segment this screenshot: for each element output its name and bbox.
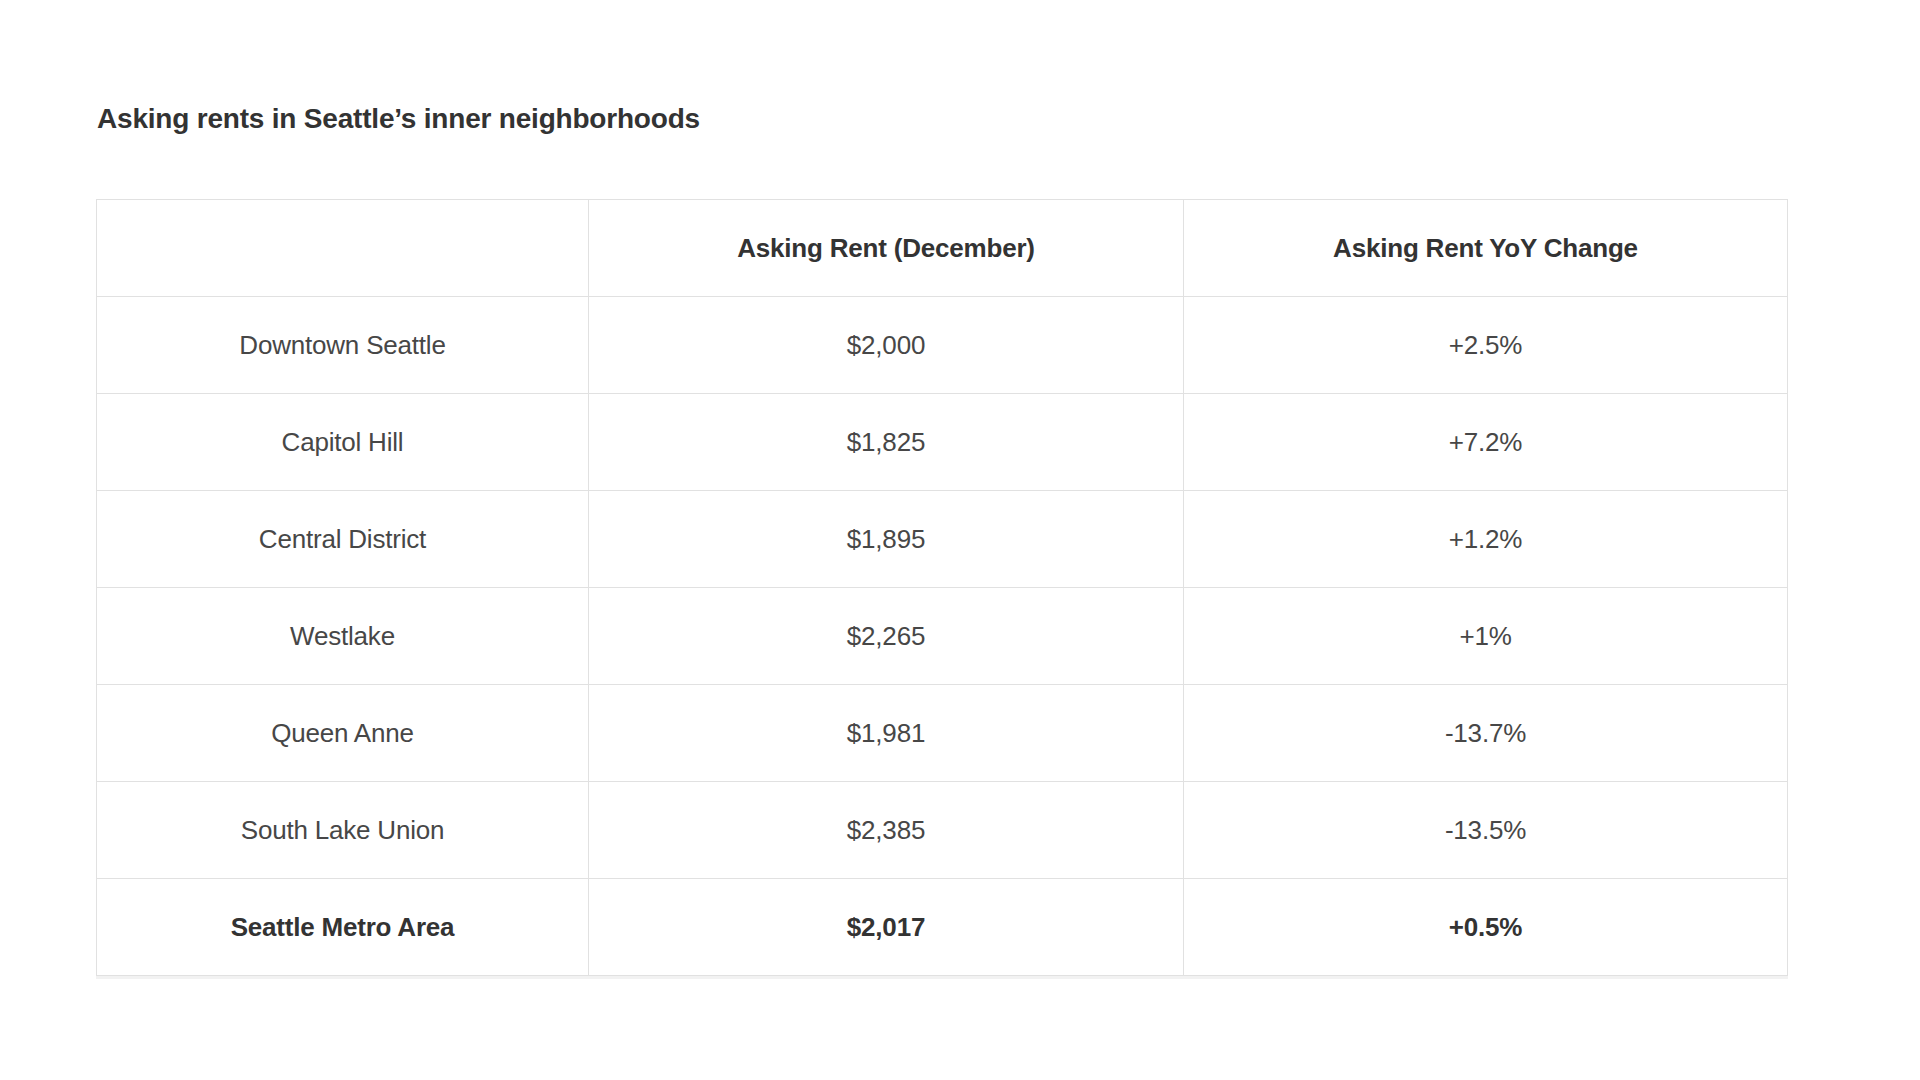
- table-body: Downtown Seattle$2,000+2.5%Capitol Hill$…: [97, 297, 1788, 976]
- table-row: Downtown Seattle$2,000+2.5%: [97, 297, 1788, 394]
- asking-rent-cell: $2,385: [589, 782, 1184, 879]
- yoy-change-cell: +1%: [1184, 588, 1788, 685]
- asking-rent-cell: $1,981: [589, 685, 1184, 782]
- table-row: Central District$1,895+1.2%: [97, 491, 1788, 588]
- table-row: Capitol Hill$1,825+7.2%: [97, 394, 1788, 491]
- yoy-change-cell: +0.5%: [1184, 879, 1788, 976]
- col-header-asking-rent: Asking Rent (December): [589, 200, 1184, 297]
- neighborhood-cell: South Lake Union: [97, 782, 589, 879]
- neighborhood-cell: Capitol Hill: [97, 394, 589, 491]
- yoy-change-cell: -13.7%: [1184, 685, 1788, 782]
- table-row: South Lake Union$2,385-13.5%: [97, 782, 1788, 879]
- yoy-change-cell: +7.2%: [1184, 394, 1788, 491]
- page-title: Asking rents in Seattle’s inner neighbor…: [97, 103, 700, 135]
- asking-rent-cell: $2,000: [589, 297, 1184, 394]
- neighborhood-cell: Queen Anne: [97, 685, 589, 782]
- rents-table: Asking Rent (December) Asking Rent YoY C…: [96, 199, 1788, 976]
- col-header-yoy-change: Asking Rent YoY Change: [1184, 200, 1788, 297]
- table-row: Westlake$2,265+1%: [97, 588, 1788, 685]
- neighborhood-cell: Seattle Metro Area: [97, 879, 589, 976]
- page: Asking rents in Seattle’s inner neighbor…: [0, 0, 1920, 1080]
- yoy-change-cell: +1.2%: [1184, 491, 1788, 588]
- yoy-change-cell: +2.5%: [1184, 297, 1788, 394]
- header-row: Asking Rent (December) Asking Rent YoY C…: [97, 200, 1788, 297]
- asking-rent-cell: $2,265: [589, 588, 1184, 685]
- col-header-neighborhood: [97, 200, 589, 297]
- asking-rent-cell: $1,825: [589, 394, 1184, 491]
- asking-rent-cell: $1,895: [589, 491, 1184, 588]
- table-row: Queen Anne$1,981-13.7%: [97, 685, 1788, 782]
- neighborhood-cell: Westlake: [97, 588, 589, 685]
- table-row: Seattle Metro Area$2,017+0.5%: [97, 879, 1788, 976]
- neighborhood-cell: Central District: [97, 491, 589, 588]
- neighborhood-cell: Downtown Seattle: [97, 297, 589, 394]
- asking-rent-cell: $2,017: [589, 879, 1184, 976]
- yoy-change-cell: -13.5%: [1184, 782, 1788, 879]
